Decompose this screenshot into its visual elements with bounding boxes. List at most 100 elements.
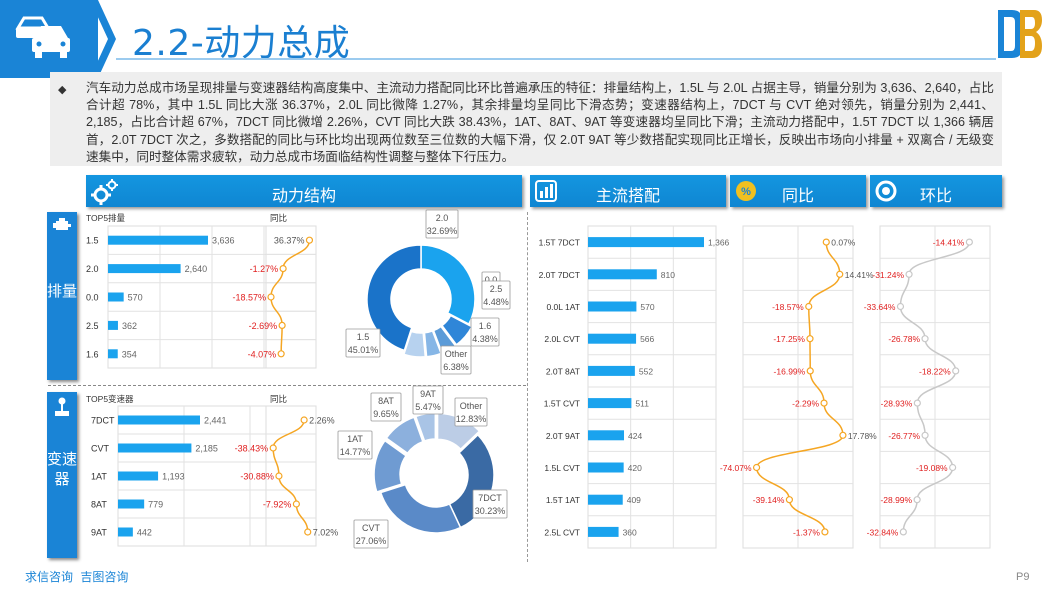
series-value-label: -1.27% (250, 264, 279, 274)
series-point (785, 496, 794, 504)
chart-title-transmission-yoy: 同比 (270, 394, 288, 404)
bar-value-label: 442 (137, 528, 152, 538)
bar-value-label: 2,185 (195, 444, 218, 454)
plot-frame (265, 405, 317, 547)
section-label: 同比 (781, 188, 814, 205)
pie-slice (385, 416, 424, 455)
pie-slice-value: 30.23% (475, 506, 506, 516)
bar (588, 333, 637, 344)
series-value-label: 2.26% (309, 416, 335, 426)
pie-slice (402, 330, 427, 358)
pie-slice (420, 244, 476, 326)
summary-bullet: ◆ (58, 84, 67, 96)
percent-icon: % (736, 181, 756, 201)
pie-slice (423, 329, 443, 358)
bar (588, 237, 704, 248)
bar-category-label: 2.0L CVT (544, 334, 580, 344)
brand-logo (998, 10, 1042, 58)
series-value-label: -28.99% (880, 495, 912, 505)
header-chevron (90, 0, 116, 78)
side-label-displacement: 排量 (47, 212, 77, 380)
bar-category-label: 1.5T CVT (544, 399, 580, 409)
pie-callout-box (481, 280, 511, 310)
series-value-label: -28.93% (881, 399, 913, 409)
pie-slice (379, 483, 462, 534)
series-value-label: -26.78% (888, 334, 920, 344)
chart-title-top5-transmission: TOP5变速器 (86, 394, 134, 404)
pie-slice-value: 14.77% (340, 447, 371, 457)
series-value-label: 36.37% (274, 236, 305, 246)
bar (588, 462, 624, 473)
pie-slice-value: 9.65% (373, 409, 399, 419)
chart-title-top5-displacement: TOP5排量 (86, 213, 126, 223)
gears-icon (91, 179, 118, 205)
pie-callout-box (454, 397, 488, 427)
bar (588, 301, 637, 312)
car-icon (15, 16, 70, 58)
bar-category-label: 2.5 (86, 321, 99, 331)
pie-callout-box (337, 430, 373, 460)
bar-value-label: 1,366 (708, 238, 730, 248)
pie-slice (436, 412, 481, 451)
series-value-label: -33.64% (864, 302, 896, 312)
bar-category-label: CVT (91, 444, 110, 454)
pie-slice-label: 1.6 (479, 321, 492, 331)
pie-slice-label: 2.0 (436, 213, 449, 223)
bar-value-label: 362 (122, 321, 137, 331)
circle-icon (875, 180, 897, 202)
pie-callout-box (470, 317, 500, 347)
bar-category-label: 2.0T 8AT (546, 366, 580, 376)
series-point (806, 367, 814, 375)
bar (118, 527, 133, 537)
bar-value-label: 409 (627, 495, 641, 505)
series-point (279, 265, 287, 273)
pie-slice (441, 314, 473, 346)
bar (108, 235, 208, 245)
series-value-label: -74.07% (720, 463, 752, 473)
footer-links[interactable]: 求信咨询 吉图咨询 (25, 568, 128, 585)
series-point (913, 399, 921, 407)
series-line (899, 241, 971, 532)
side-text: 排量 (47, 283, 78, 300)
series-point (292, 500, 300, 508)
series-value-label: -30.88% (240, 472, 274, 482)
bar (118, 415, 200, 425)
bar-value-label: 810 (661, 270, 675, 280)
bar-chart-icon (535, 180, 557, 202)
bar-value-label: 424 (628, 431, 642, 441)
bar (118, 499, 145, 509)
series-value-label: -38.43% (235, 444, 269, 454)
bar-category-label: 0.0 (86, 293, 99, 303)
pie-callout-box (412, 385, 444, 415)
bar (588, 494, 623, 505)
bar (108, 292, 124, 302)
footer-link[interactable]: 吉图咨询 (80, 570, 129, 584)
pie-slice (414, 412, 437, 442)
footer-link[interactable]: 求信咨询 (25, 570, 74, 584)
bar-value-label: 1,193 (162, 472, 185, 482)
pie-slice-label: 2.5 (490, 284, 503, 294)
bar-category-label: 9AT (91, 528, 107, 538)
series-point (278, 321, 286, 329)
series-point (905, 270, 913, 278)
section-header-power-structure: 动力结构 (86, 175, 522, 207)
pie-slice-value: 32.69% (427, 226, 458, 236)
bar (108, 264, 181, 274)
bar-category-label: 2.0T 9AT (546, 431, 580, 441)
series-value-label: 7.02% (313, 528, 339, 538)
pie-slice (373, 439, 408, 493)
bar-category-label: 8AT (91, 500, 107, 510)
series-point (269, 444, 277, 452)
pie-slice-label: 1AT (347, 434, 363, 444)
series-point (805, 302, 813, 311)
pie-callout-box (440, 345, 472, 375)
pie-slice-value: 45.01% (348, 345, 379, 355)
series-value-label: -4.07% (248, 349, 277, 359)
series-value-label: -39.14% (753, 495, 785, 505)
series-value-label: -17.25% (773, 334, 805, 344)
pie-slice-label: Other (460, 401, 483, 411)
pie-slice-label: 7DCT (478, 493, 502, 503)
section-label: 主流搭配 (595, 188, 660, 205)
pie-slice-label: 9AT (420, 389, 436, 399)
bar-category-label: 7DCT (91, 416, 115, 426)
